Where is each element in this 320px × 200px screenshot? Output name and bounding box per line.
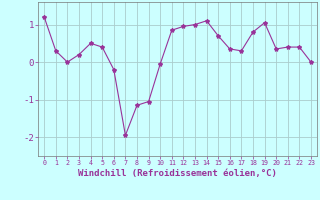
- X-axis label: Windchill (Refroidissement éolien,°C): Windchill (Refroidissement éolien,°C): [78, 169, 277, 178]
